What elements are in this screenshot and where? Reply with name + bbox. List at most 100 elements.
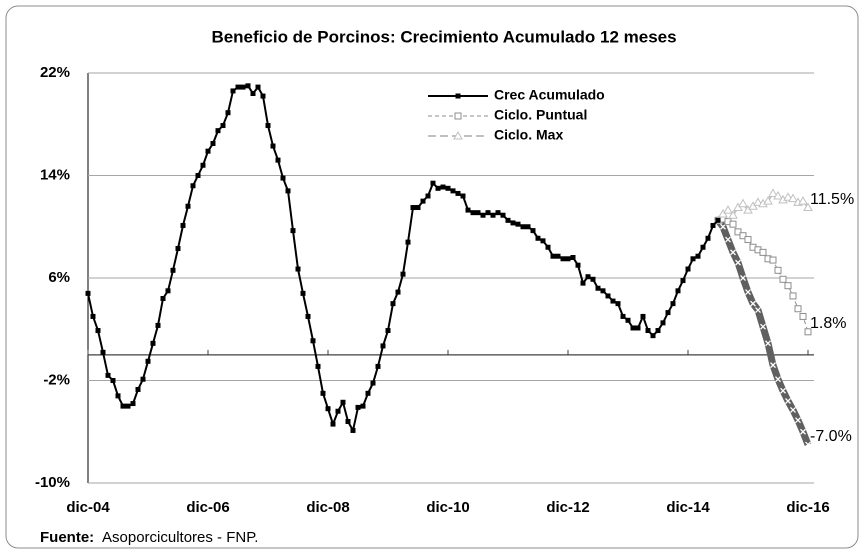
marker	[794, 305, 802, 313]
marker	[585, 274, 591, 280]
marker	[798, 196, 808, 205]
marker	[370, 380, 376, 386]
marker	[610, 298, 616, 304]
marker	[784, 282, 792, 290]
marker	[160, 296, 166, 301]
marker	[440, 184, 446, 190]
marker	[315, 363, 321, 369]
marker	[500, 212, 506, 218]
y-tick-label: -2%	[43, 371, 70, 388]
legend-marker	[455, 93, 461, 99]
marker	[400, 271, 406, 277]
marker	[245, 83, 251, 89]
marker	[635, 325, 641, 331]
marker	[285, 188, 291, 194]
marker	[555, 253, 561, 259]
marker	[550, 253, 556, 259]
marker	[225, 110, 231, 116]
marker	[445, 185, 451, 191]
marker	[625, 317, 631, 323]
marker	[470, 210, 476, 216]
marker	[530, 228, 536, 234]
marker	[700, 244, 706, 250]
legend-label: Ciclo. Puntual	[494, 107, 587, 123]
marker	[305, 313, 311, 319]
marker	[560, 256, 566, 262]
x-tick-label: dic-06	[186, 499, 229, 516]
marker	[95, 328, 101, 334]
legend-marker	[453, 130, 463, 140]
marker	[795, 417, 801, 424]
marker	[515, 221, 521, 227]
marker	[705, 235, 711, 241]
marker	[779, 275, 787, 283]
marker	[255, 84, 261, 90]
marker	[380, 343, 386, 349]
marker	[744, 236, 752, 244]
marker	[235, 84, 241, 90]
marker	[788, 193, 798, 203]
marker	[480, 212, 486, 218]
marker	[350, 427, 356, 433]
marker	[738, 198, 748, 208]
x-tick-label: dic-08	[306, 499, 349, 516]
marker	[804, 328, 812, 336]
marker	[570, 255, 576, 260]
source-label: Fuente:	[40, 529, 94, 546]
marker	[295, 266, 301, 272]
marker	[725, 236, 731, 243]
marker	[210, 140, 216, 146]
legend-marker	[454, 112, 462, 120]
marker	[630, 325, 636, 331]
marker	[165, 288, 171, 294]
marker	[385, 328, 391, 334]
marker	[615, 301, 621, 307]
marker	[600, 288, 606, 294]
marker	[345, 419, 351, 424]
marker	[495, 210, 501, 216]
marker	[465, 207, 471, 213]
marker	[100, 349, 106, 355]
marker	[670, 301, 676, 307]
marker	[505, 217, 511, 223]
marker	[723, 205, 733, 214]
marker	[729, 220, 737, 228]
x-tick-label: dic-10	[426, 499, 469, 516]
marker	[734, 228, 742, 236]
marker	[730, 249, 736, 256]
marker	[220, 123, 226, 129]
y-tick-label: 14%	[40, 166, 70, 183]
marker	[750, 300, 756, 307]
marker	[660, 320, 666, 326]
marker	[340, 399, 346, 405]
marker	[775, 376, 781, 383]
marker	[280, 175, 286, 181]
series	[85, 83, 721, 434]
end-label: -7.0%	[810, 428, 852, 445]
marker	[745, 289, 751, 296]
marker	[185, 203, 191, 209]
marker	[485, 210, 491, 216]
marker	[769, 256, 777, 264]
marker	[728, 210, 738, 219]
legend-label: Ciclo. Max	[494, 127, 563, 143]
marker	[760, 323, 766, 330]
marker	[799, 312, 807, 320]
marker	[460, 193, 466, 199]
marker	[300, 290, 306, 296]
marker	[130, 401, 136, 407]
marker	[200, 162, 206, 168]
y-tick-label: 22%	[40, 64, 70, 81]
marker	[365, 390, 371, 396]
marker	[710, 222, 716, 228]
marker	[545, 244, 551, 250]
marker	[390, 301, 396, 307]
marker	[680, 278, 686, 284]
marker	[735, 259, 741, 266]
marker	[105, 372, 111, 378]
marker	[150, 340, 156, 346]
marker	[768, 188, 778, 197]
marker	[783, 192, 793, 201]
